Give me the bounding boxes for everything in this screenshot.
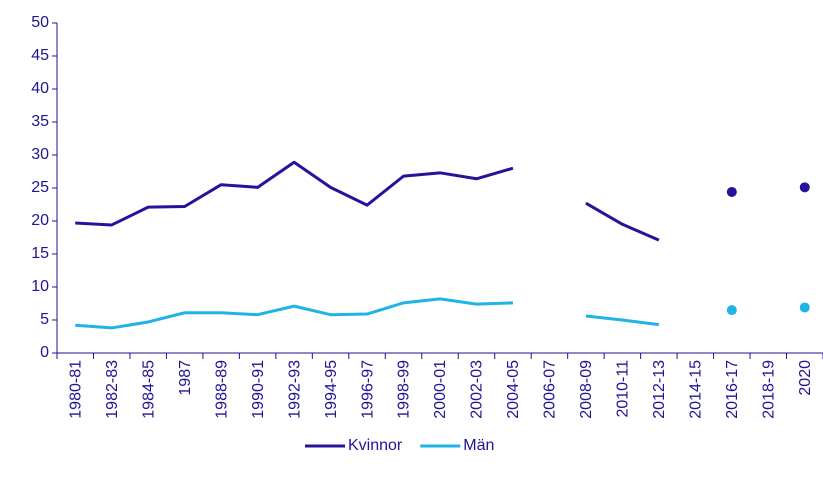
x-tick-label: 1994-95: [323, 360, 340, 419]
y-tick-label: 15: [31, 245, 49, 262]
x-tick-label: 2002-03: [469, 360, 486, 419]
x-tick-label: 2018-19: [761, 360, 778, 419]
x-tick-label: 2004-05: [505, 360, 522, 419]
data-point: [726, 186, 737, 197]
y-tick-label: 10: [31, 278, 49, 295]
series-line: [75, 297, 514, 330]
x-tick-label: 2010-11: [615, 360, 632, 418]
x-tick-label: 2016-17: [724, 360, 741, 419]
y-tick-label: 40: [31, 80, 49, 97]
series-line: [75, 160, 514, 227]
x-tick-label: 1980-81: [67, 360, 84, 419]
x-tick-label: 1990-91: [250, 360, 267, 419]
series-line: [585, 314, 660, 327]
x-tick-label: 2014-15: [688, 360, 705, 419]
x-tick-label: 2006-07: [542, 360, 559, 419]
x-tick-label: 2008-09: [578, 360, 595, 419]
x-tick-label: 2020: [797, 360, 814, 396]
data-point: [799, 302, 810, 313]
y-tick-label: 50: [31, 14, 49, 31]
y-tick-label: 20: [31, 212, 49, 229]
x-tick-label: 2000-01: [432, 360, 449, 419]
legend-label: Kvinnor: [348, 437, 403, 454]
x-tick-label: 1998-99: [396, 360, 413, 419]
x-tick-label: 1988-89: [213, 360, 230, 419]
legend-label: Män: [463, 437, 494, 454]
series-line: [585, 201, 660, 242]
y-tick-label: 25: [31, 179, 49, 196]
x-tick-label: 1982-83: [104, 360, 121, 419]
y-tick-label: 5: [40, 311, 49, 328]
x-tick-label: 1987: [177, 360, 194, 396]
x-tick-label: 2012-13: [651, 360, 668, 419]
x-tick-label: 1996-97: [359, 360, 376, 419]
data-point: [799, 182, 810, 193]
data-point: [726, 305, 737, 316]
x-tick-label: 1992-93: [286, 360, 303, 419]
y-tick-label: 35: [31, 113, 49, 130]
x-tick-label: 1984-85: [140, 360, 157, 419]
y-tick-label: 30: [31, 146, 49, 163]
y-tick-label: 45: [31, 47, 49, 64]
legend: Kvinnor Män: [305, 437, 494, 454]
y-tick-label: 0: [40, 344, 49, 361]
